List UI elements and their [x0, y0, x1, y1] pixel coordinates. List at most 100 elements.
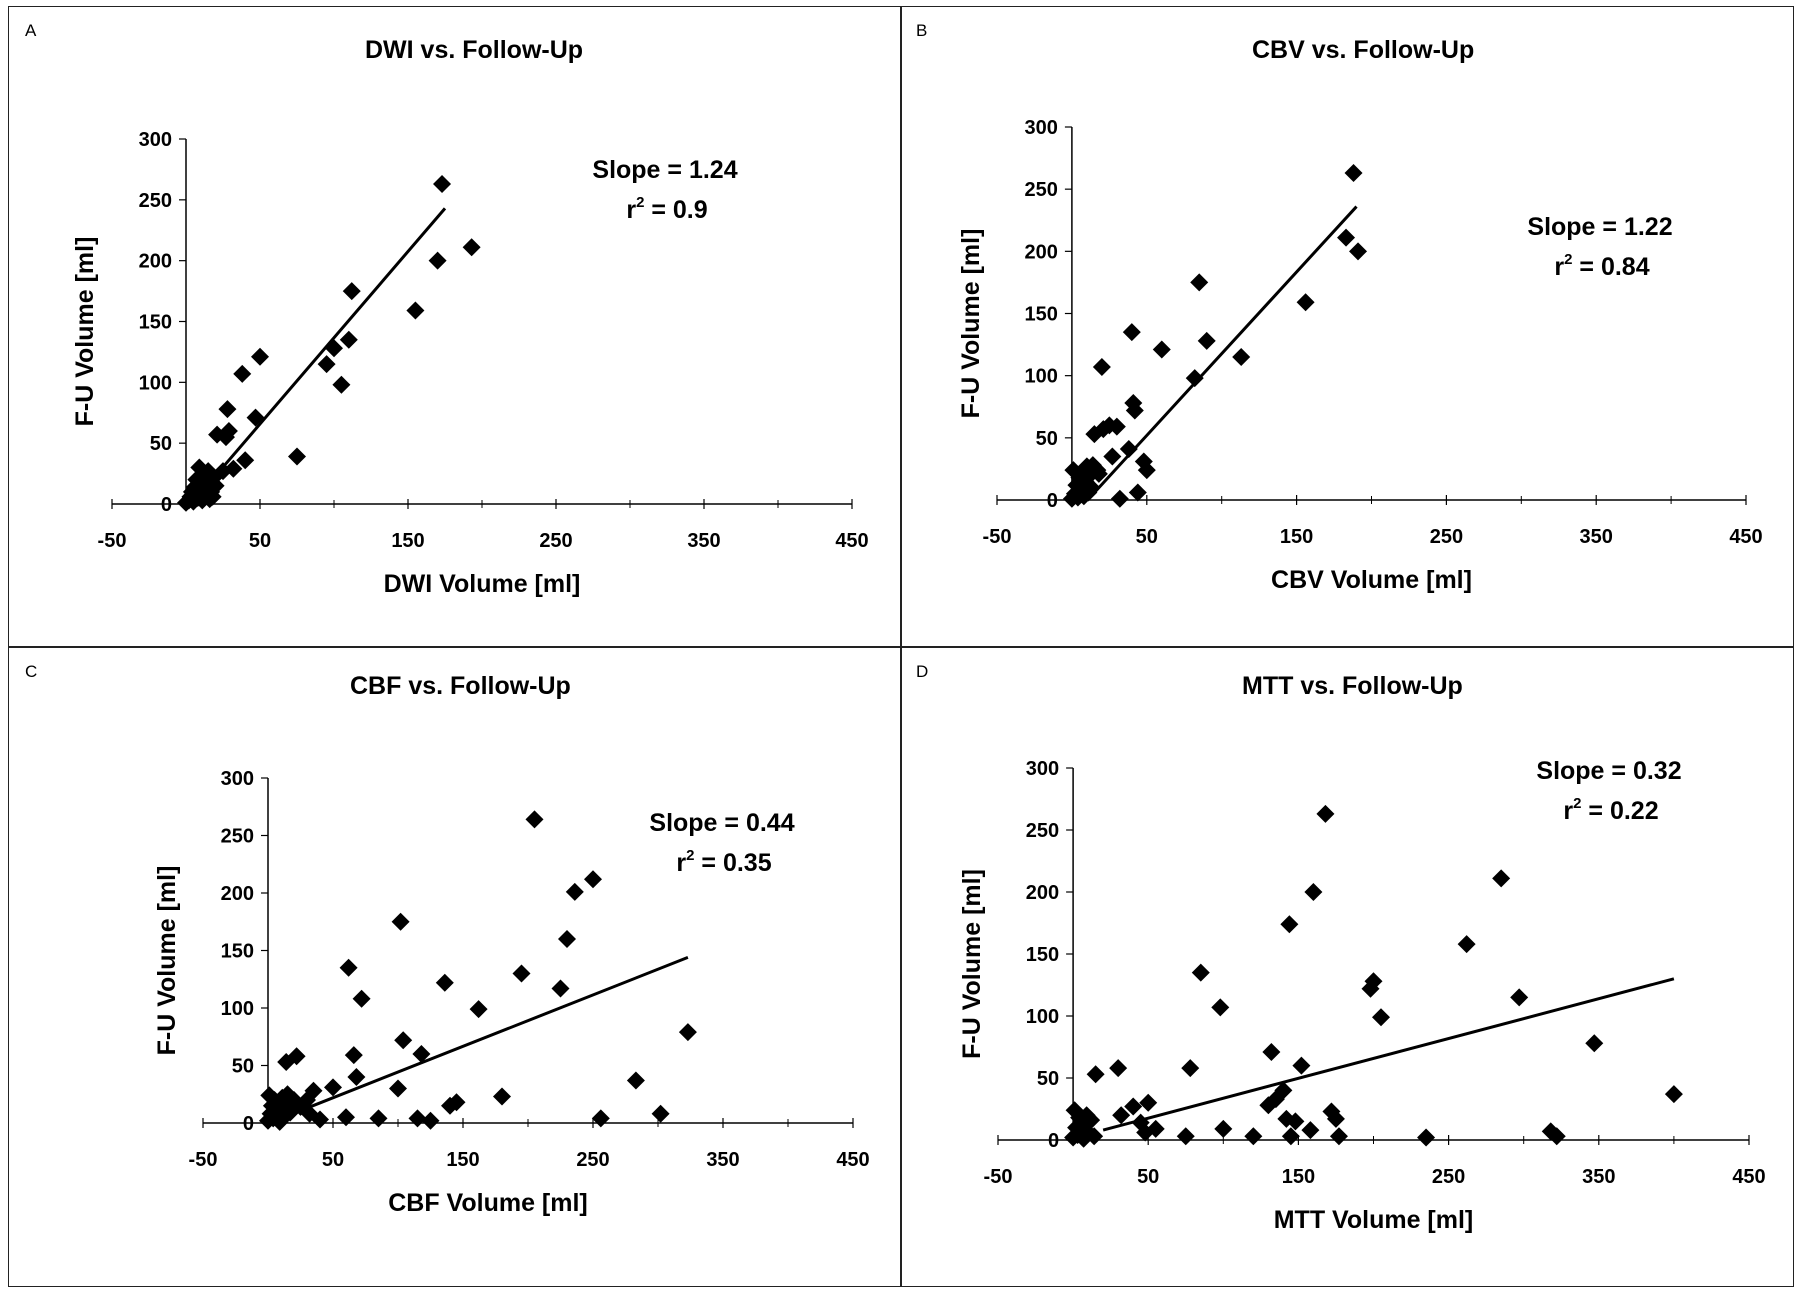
data-point [1190, 273, 1209, 292]
x-tick-label: 450 [835, 530, 868, 552]
y-tick-label: 0 [243, 1113, 254, 1135]
data-point [288, 447, 306, 466]
data-point [233, 364, 252, 383]
data-point [1197, 331, 1216, 350]
y-tick-label: 100 [1025, 366, 1058, 388]
r-squared-annotation: r2 = 0.22 [1563, 795, 1658, 825]
y-tick-label: 100 [139, 372, 172, 394]
trend-line [306, 956, 689, 1110]
x-tick-label: 50 [1137, 1166, 1159, 1188]
data-point [342, 282, 361, 301]
data-point [428, 251, 447, 270]
x-tick-label: 350 [687, 530, 720, 552]
data-point [565, 882, 584, 901]
data-point [219, 422, 238, 440]
data-point [469, 1000, 488, 1019]
y-tick-label: 200 [221, 883, 254, 905]
data-point [584, 870, 602, 889]
data-point [337, 1108, 355, 1127]
data-point [1089, 464, 1108, 483]
y-tick-label: 250 [221, 826, 254, 848]
data-point [1112, 1106, 1131, 1125]
y-tick-label: 50 [150, 433, 172, 455]
data-point [1316, 804, 1335, 823]
x-tick-label: 150 [1282, 1166, 1315, 1188]
y-axis-label: F-U Volume [ml] [958, 869, 986, 1059]
data-point [447, 1093, 466, 1112]
data-point [1585, 1034, 1604, 1053]
x-tick-label: 450 [1729, 526, 1762, 548]
r-squared-annotation: r2 = 0.84 [1554, 251, 1649, 281]
data-point [1417, 1128, 1436, 1147]
data-point [433, 175, 452, 194]
y-axis-label: F-U Volume [ml] [957, 229, 985, 419]
x-tick-label: 350 [706, 1149, 739, 1171]
data-point [325, 339, 343, 358]
data-point [224, 459, 243, 478]
data-point [287, 1047, 306, 1066]
data-point [352, 989, 371, 1008]
x-tick-label: 150 [446, 1149, 479, 1171]
data-point [1128, 483, 1147, 502]
data-point [1262, 1042, 1281, 1061]
data-point [1152, 340, 1171, 359]
data-point [246, 408, 265, 427]
panel-divider-horizontal [8, 646, 1794, 648]
data-point [1191, 963, 1210, 982]
y-tick-label: 150 [1026, 944, 1059, 966]
y-tick-label: 100 [221, 998, 254, 1020]
data-point [1292, 1056, 1311, 1075]
x-tick-label: -50 [189, 1149, 218, 1171]
x-tick-label: 50 [1136, 526, 1158, 548]
data-point [1266, 1090, 1285, 1109]
x-axis-label: DWI Volume [ml] [384, 570, 581, 598]
x-tick-label: 150 [391, 530, 424, 552]
data-point [1082, 1111, 1101, 1130]
data-point [1510, 988, 1529, 1007]
x-tick-label: -50 [984, 1166, 1013, 1188]
data-point [1122, 323, 1141, 342]
data-point [206, 476, 225, 495]
data-point [1137, 461, 1156, 480]
x-axis-label: CBV Volume [ml] [1271, 566, 1472, 594]
data-point [591, 1109, 610, 1128]
data-point [1074, 1129, 1093, 1148]
x-tick-label: -50 [983, 526, 1012, 548]
data-point [347, 1068, 366, 1086]
panel-d: D MTT vs. Follow-Up -50 50 150 250 350 450 0 50 10… [902, 649, 1792, 1285]
data-point [1280, 915, 1299, 934]
slope-annotation: Slope = 0.44 [649, 809, 794, 837]
chart-title: DWI vs. Follow-Up [365, 36, 583, 64]
chart-title: CBF vs. Follow-Up [350, 672, 571, 700]
y-tick-label: 200 [139, 251, 172, 273]
slope-annotation: Slope = 0.32 [1536, 757, 1681, 785]
data-point [1082, 478, 1101, 497]
data-point [1541, 1122, 1560, 1141]
data-point [369, 1109, 388, 1128]
chart-title: MTT vs. Follow-Up [1242, 672, 1463, 700]
data-point [1211, 998, 1230, 1017]
data-point [1329, 1127, 1348, 1146]
panel-label: A [25, 21, 37, 40]
slope-annotation: Slope = 1.22 [1527, 213, 1672, 241]
data-point [1067, 476, 1086, 495]
y-tick-label: 300 [1025, 117, 1058, 139]
data-point [317, 355, 336, 374]
data-point [1244, 1127, 1263, 1146]
y-tick-label: 0 [1047, 490, 1058, 512]
x-tick-label: 350 [1580, 526, 1613, 548]
y-axis-label: F-U Volume [ml] [153, 866, 181, 1056]
data-point [1547, 1127, 1566, 1146]
r-squared-annotation: r2 = 0.9 [626, 194, 707, 224]
x-tick-label: 350 [1582, 1166, 1615, 1188]
data-point [394, 1031, 413, 1050]
y-tick-label: 150 [1025, 304, 1058, 326]
panel-label: D [916, 662, 928, 681]
x-tick-label: 250 [1432, 1166, 1465, 1188]
data-point [1372, 1008, 1391, 1027]
x-tick-label: 50 [249, 530, 271, 552]
data-point [1107, 417, 1126, 436]
data-point [1326, 1109, 1345, 1128]
data-point [1214, 1119, 1233, 1138]
data-point [1085, 1127, 1104, 1146]
